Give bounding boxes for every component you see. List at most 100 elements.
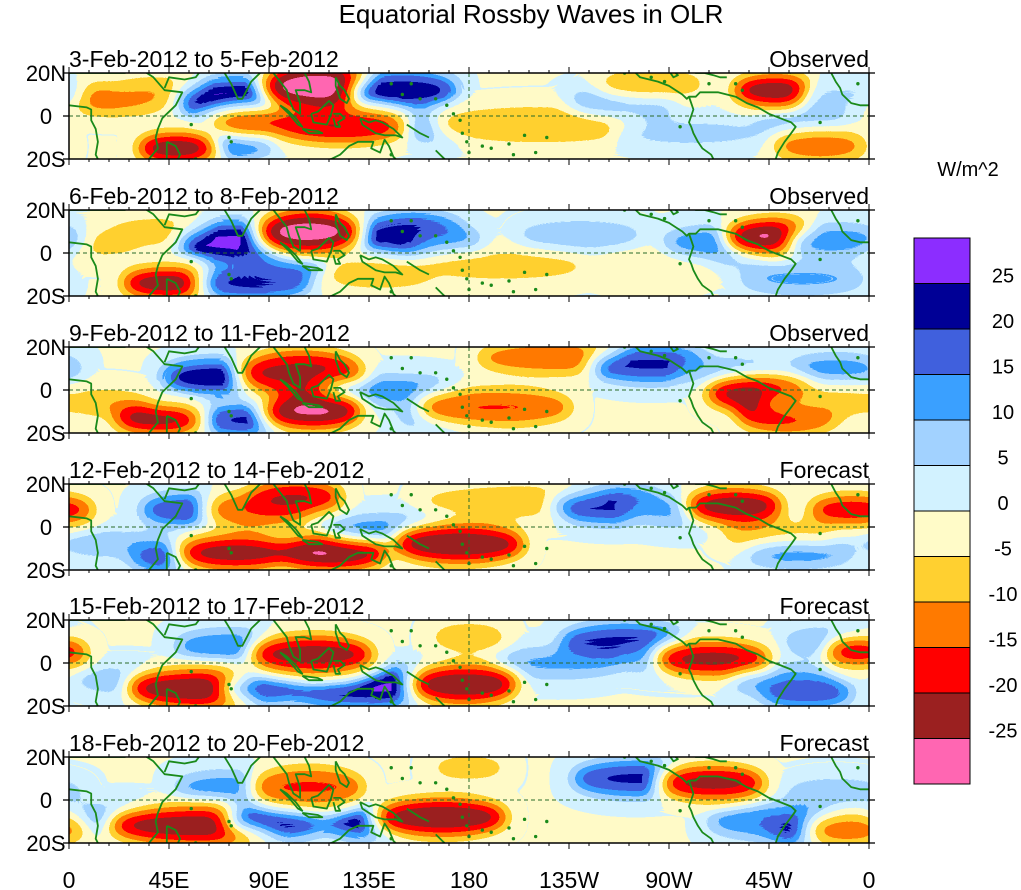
colorbar-label: 10: [992, 402, 1014, 424]
island-dot: [678, 399, 682, 403]
coastline: [69, 515, 99, 570]
island-dot: [465, 140, 469, 144]
coastline: [301, 402, 324, 409]
coastline: [693, 347, 727, 353]
island-dot: [733, 493, 738, 497]
island-dot: [507, 416, 511, 420]
island-dot: [433, 508, 438, 512]
coastline: [301, 675, 324, 682]
panel-status: Observed: [769, 183, 869, 209]
coastline: [669, 73, 679, 79]
anomaly-blob: [731, 77, 821, 104]
anomaly-blob: [415, 229, 487, 260]
anomaly-blob: [69, 391, 92, 415]
island-dot: [433, 644, 438, 648]
coastline: [693, 757, 727, 763]
coastline: [693, 73, 727, 79]
anomaly-blob: [740, 539, 856, 566]
coastline: [279, 241, 304, 265]
coastline: [359, 664, 404, 686]
coastline: [222, 620, 262, 647]
anomaly-blob: [273, 537, 389, 568]
island-dot: [389, 493, 393, 497]
x-tick-label: 45E: [149, 867, 190, 890]
island-dot: [662, 353, 667, 358]
anomaly-blob: [413, 250, 592, 281]
anomaly-blob: [826, 641, 869, 663]
coastline: [301, 812, 324, 819]
y-tick-label: 20S: [26, 694, 65, 719]
island-dot: [418, 97, 422, 101]
anomaly-blob: [851, 88, 869, 110]
panel-field: [69, 620, 869, 706]
island-dot: [707, 82, 711, 86]
colorbar-label: -20: [989, 675, 1018, 697]
x-tick-label: 90E: [249, 867, 290, 890]
anomaly-blob: [936, 135, 1016, 161]
anomaly-blob: [0, 221, 25, 251]
coastline: [163, 757, 201, 773]
coastline: [332, 524, 346, 539]
coastline: [406, 260, 430, 276]
island-dot: [507, 826, 511, 830]
anomaly-blob: [375, 800, 509, 835]
island-dot: [418, 508, 422, 512]
coastline: [332, 249, 346, 265]
anomaly-blob: [69, 82, 87, 107]
coastline: [310, 784, 335, 810]
coastline: [163, 210, 201, 226]
island-dot: [533, 287, 538, 292]
island-dot: [545, 135, 549, 140]
island-dot: [227, 682, 231, 687]
anomaly-blob: [909, 809, 1021, 843]
colorbar-swatch: [913, 283, 971, 330]
anomaly-blob: [806, 817, 869, 843]
island-dot: [489, 283, 493, 287]
panel-status: Forecast: [780, 457, 870, 483]
island-dot: [733, 356, 738, 360]
panel-5: 20N 0 20S 15-Feb-2012 to 17-Feb-2012 Forecas…: [26, 593, 875, 719]
island-dot: [740, 225, 745, 229]
coastline: [359, 528, 404, 550]
island-dot: [662, 626, 667, 631]
coastline: [406, 397, 430, 413]
island-dot: [189, 396, 193, 401]
anomaly-blob: [220, 806, 327, 837]
anomaly-blob: [0, 77, 20, 103]
anomaly-blob: [69, 390, 152, 416]
island-dot: [707, 356, 711, 360]
island-dot: [445, 787, 449, 791]
coastline: [332, 112, 346, 128]
island-dot: [818, 394, 822, 399]
coastline: [334, 487, 350, 515]
colorbar-label: -15: [989, 630, 1018, 652]
island-dot: [389, 153, 393, 157]
island-dot: [389, 356, 393, 360]
anomaly-blob: [513, 220, 647, 251]
colorbar-label: -5: [994, 539, 1012, 561]
island-dot: [451, 523, 456, 527]
coastline: [435, 149, 446, 159]
coastline: [163, 347, 201, 363]
coastline: [69, 788, 99, 843]
island-dot: [458, 665, 462, 669]
island-dot: [678, 125, 682, 129]
coastline: [310, 236, 335, 263]
colorbar-label: 20: [992, 311, 1014, 333]
x-axis: 0 45E 90E 135E 180 135W 90W 45W 0: [63, 867, 876, 890]
island-dot: [522, 133, 527, 138]
island-dot: [740, 499, 745, 503]
island-dot: [489, 420, 493, 424]
island-dot: [480, 691, 485, 695]
anomaly-blob: [215, 675, 314, 702]
anomaly-blob: [753, 107, 852, 134]
coastline: [222, 210, 262, 237]
anomaly-blob: [971, 79, 1021, 118]
island-dot: [400, 229, 405, 234]
anomaly-blob: [786, 355, 869, 382]
colorbar-swatch: [913, 510, 971, 557]
coastline: [279, 515, 304, 539]
coastline: [310, 647, 335, 673]
anomaly-blob: [971, 772, 1021, 802]
